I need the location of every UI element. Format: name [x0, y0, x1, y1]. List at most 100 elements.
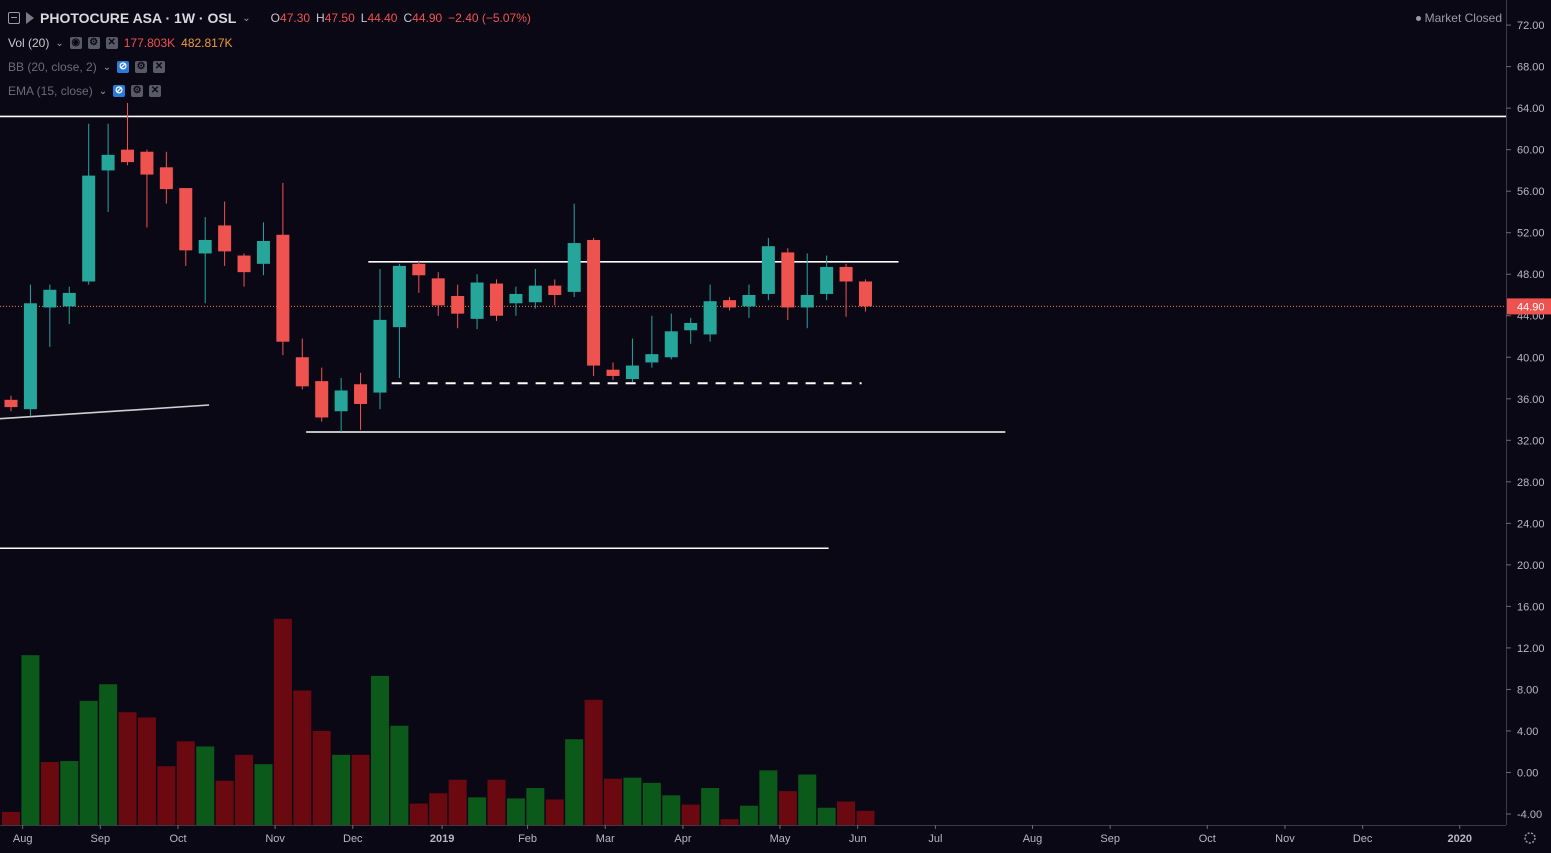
candle-body[interactable] [606, 369, 620, 376]
volume-bar [118, 712, 137, 825]
candle-body[interactable] [509, 293, 523, 304]
candle-body[interactable] [62, 292, 76, 307]
candle-body[interactable] [781, 252, 795, 308]
x-tick-label: Oct [1199, 833, 1216, 845]
candle-body[interactable] [276, 234, 290, 342]
close-icon[interactable]: ✕ [153, 61, 166, 73]
x-tick-label: Oct [169, 833, 186, 845]
candle-body[interactable] [198, 239, 212, 254]
candle-body[interactable] [664, 331, 678, 358]
candle-body[interactable] [723, 300, 737, 308]
candle-body[interactable] [392, 265, 406, 328]
candle-body[interactable] [820, 266, 834, 294]
candle-body[interactable] [645, 354, 659, 363]
candle-body[interactable] [625, 365, 639, 380]
volume-bar [390, 725, 409, 825]
candle-body[interactable] [179, 188, 193, 251]
candle-body[interactable] [23, 303, 37, 410]
close-icon[interactable]: ✕ [149, 85, 162, 97]
candle-body[interactable] [354, 384, 368, 404]
candle-body[interactable] [4, 399, 18, 408]
candle-body[interactable] [684, 323, 698, 331]
candle-body[interactable] [334, 390, 348, 412]
candle-body[interactable] [587, 239, 601, 366]
x-tick-label: 2019 [430, 833, 454, 845]
x-tick-label: Aug [13, 833, 33, 845]
volume-bar [332, 754, 351, 825]
x-tick-label: Dec [1353, 833, 1373, 845]
candle-body[interactable] [159, 167, 173, 190]
volume-bar [487, 779, 506, 825]
close-label: C [403, 11, 413, 25]
eye-off-icon[interactable]: ⊘ [117, 61, 130, 73]
candle-body[interactable] [858, 281, 872, 307]
candle-body[interactable] [140, 151, 154, 175]
candle-body[interactable] [742, 294, 756, 307]
volume-bar [370, 675, 389, 825]
ema-label[interactable]: EMA (15, close) [8, 84, 93, 98]
volume-bar [40, 762, 59, 825]
candle-body[interactable] [121, 149, 135, 163]
candle-body[interactable] [412, 263, 426, 276]
volume-bar [662, 795, 681, 825]
volume-bar [79, 700, 98, 825]
time-axis[interactable] [0, 825, 1551, 853]
volume-bar [99, 684, 118, 825]
candle-body[interactable] [295, 357, 309, 387]
bb-label[interactable]: BB (20, close, 2) [8, 60, 97, 74]
volume-bar [545, 799, 564, 825]
flag-icon[interactable] [26, 12, 34, 24]
close-icon[interactable]: ✕ [105, 37, 118, 49]
chevron-down-icon[interactable]: ⌄ [55, 37, 64, 49]
candle-body[interactable] [567, 243, 581, 292]
candle-body[interactable] [800, 294, 814, 308]
volume-bar [739, 805, 758, 825]
vol-label[interactable]: Vol (20) [8, 36, 50, 50]
settings-gear-icon[interactable] [1524, 832, 1536, 844]
x-tick-label: Sep [91, 833, 111, 845]
candle-body[interactable] [218, 225, 232, 252]
trend-line[interactable] [0, 404, 210, 420]
eye-off-icon[interactable]: ⊘ [113, 85, 126, 97]
candle-body[interactable] [761, 246, 775, 294]
candle-body[interactable] [451, 296, 465, 314]
volume-bar [642, 782, 661, 825]
candle-body[interactable] [237, 255, 251, 273]
symbol-title[interactable]: PHOTOCURE ASA · 1W · OSL [40, 10, 237, 26]
eye-icon[interactable]: ◉ [69, 37, 82, 49]
volume-bar [623, 777, 642, 825]
volume-bar [137, 717, 156, 825]
high-label: H [316, 11, 325, 25]
y-tick-label: 24.00 [1517, 518, 1545, 530]
gear-icon[interactable]: ⚙ [131, 85, 144, 97]
candle-body[interactable] [43, 289, 57, 308]
price-axis[interactable] [1506, 0, 1551, 853]
collapse-icon[interactable] [8, 12, 20, 24]
candle-body[interactable] [490, 283, 503, 316]
candle-body[interactable] [839, 266, 853, 282]
candle-body[interactable] [548, 285, 562, 295]
volume-bar [351, 754, 370, 825]
volume-bar [701, 788, 720, 825]
candle-body[interactable] [373, 319, 387, 393]
candle-body[interactable] [470, 282, 484, 319]
candle-body[interactable] [101, 154, 115, 171]
chevron-down-icon[interactable]: ⌄ [102, 61, 112, 73]
candle-body[interactable] [315, 381, 329, 418]
last-price-badge [1507, 298, 1551, 315]
gear-icon[interactable]: ⚙ [87, 37, 100, 49]
status-dot-icon [1415, 16, 1421, 22]
y-tick-label: 16.00 [1517, 601, 1545, 613]
candle-body[interactable] [528, 285, 542, 303]
y-tick-label: 48.00 [1517, 269, 1545, 281]
chevron-down-icon[interactable]: ⌄ [98, 85, 108, 97]
chevron-down-icon[interactable]: ⌄ [242, 12, 251, 24]
close-value: 44.90 [412, 11, 443, 25]
candle-body[interactable] [703, 301, 717, 335]
gear-icon[interactable]: ⚙ [135, 61, 148, 73]
candle-body[interactable] [256, 241, 270, 264]
volume-bar [312, 730, 331, 825]
candle-body[interactable] [82, 175, 96, 282]
candle-body[interactable] [431, 278, 445, 306]
